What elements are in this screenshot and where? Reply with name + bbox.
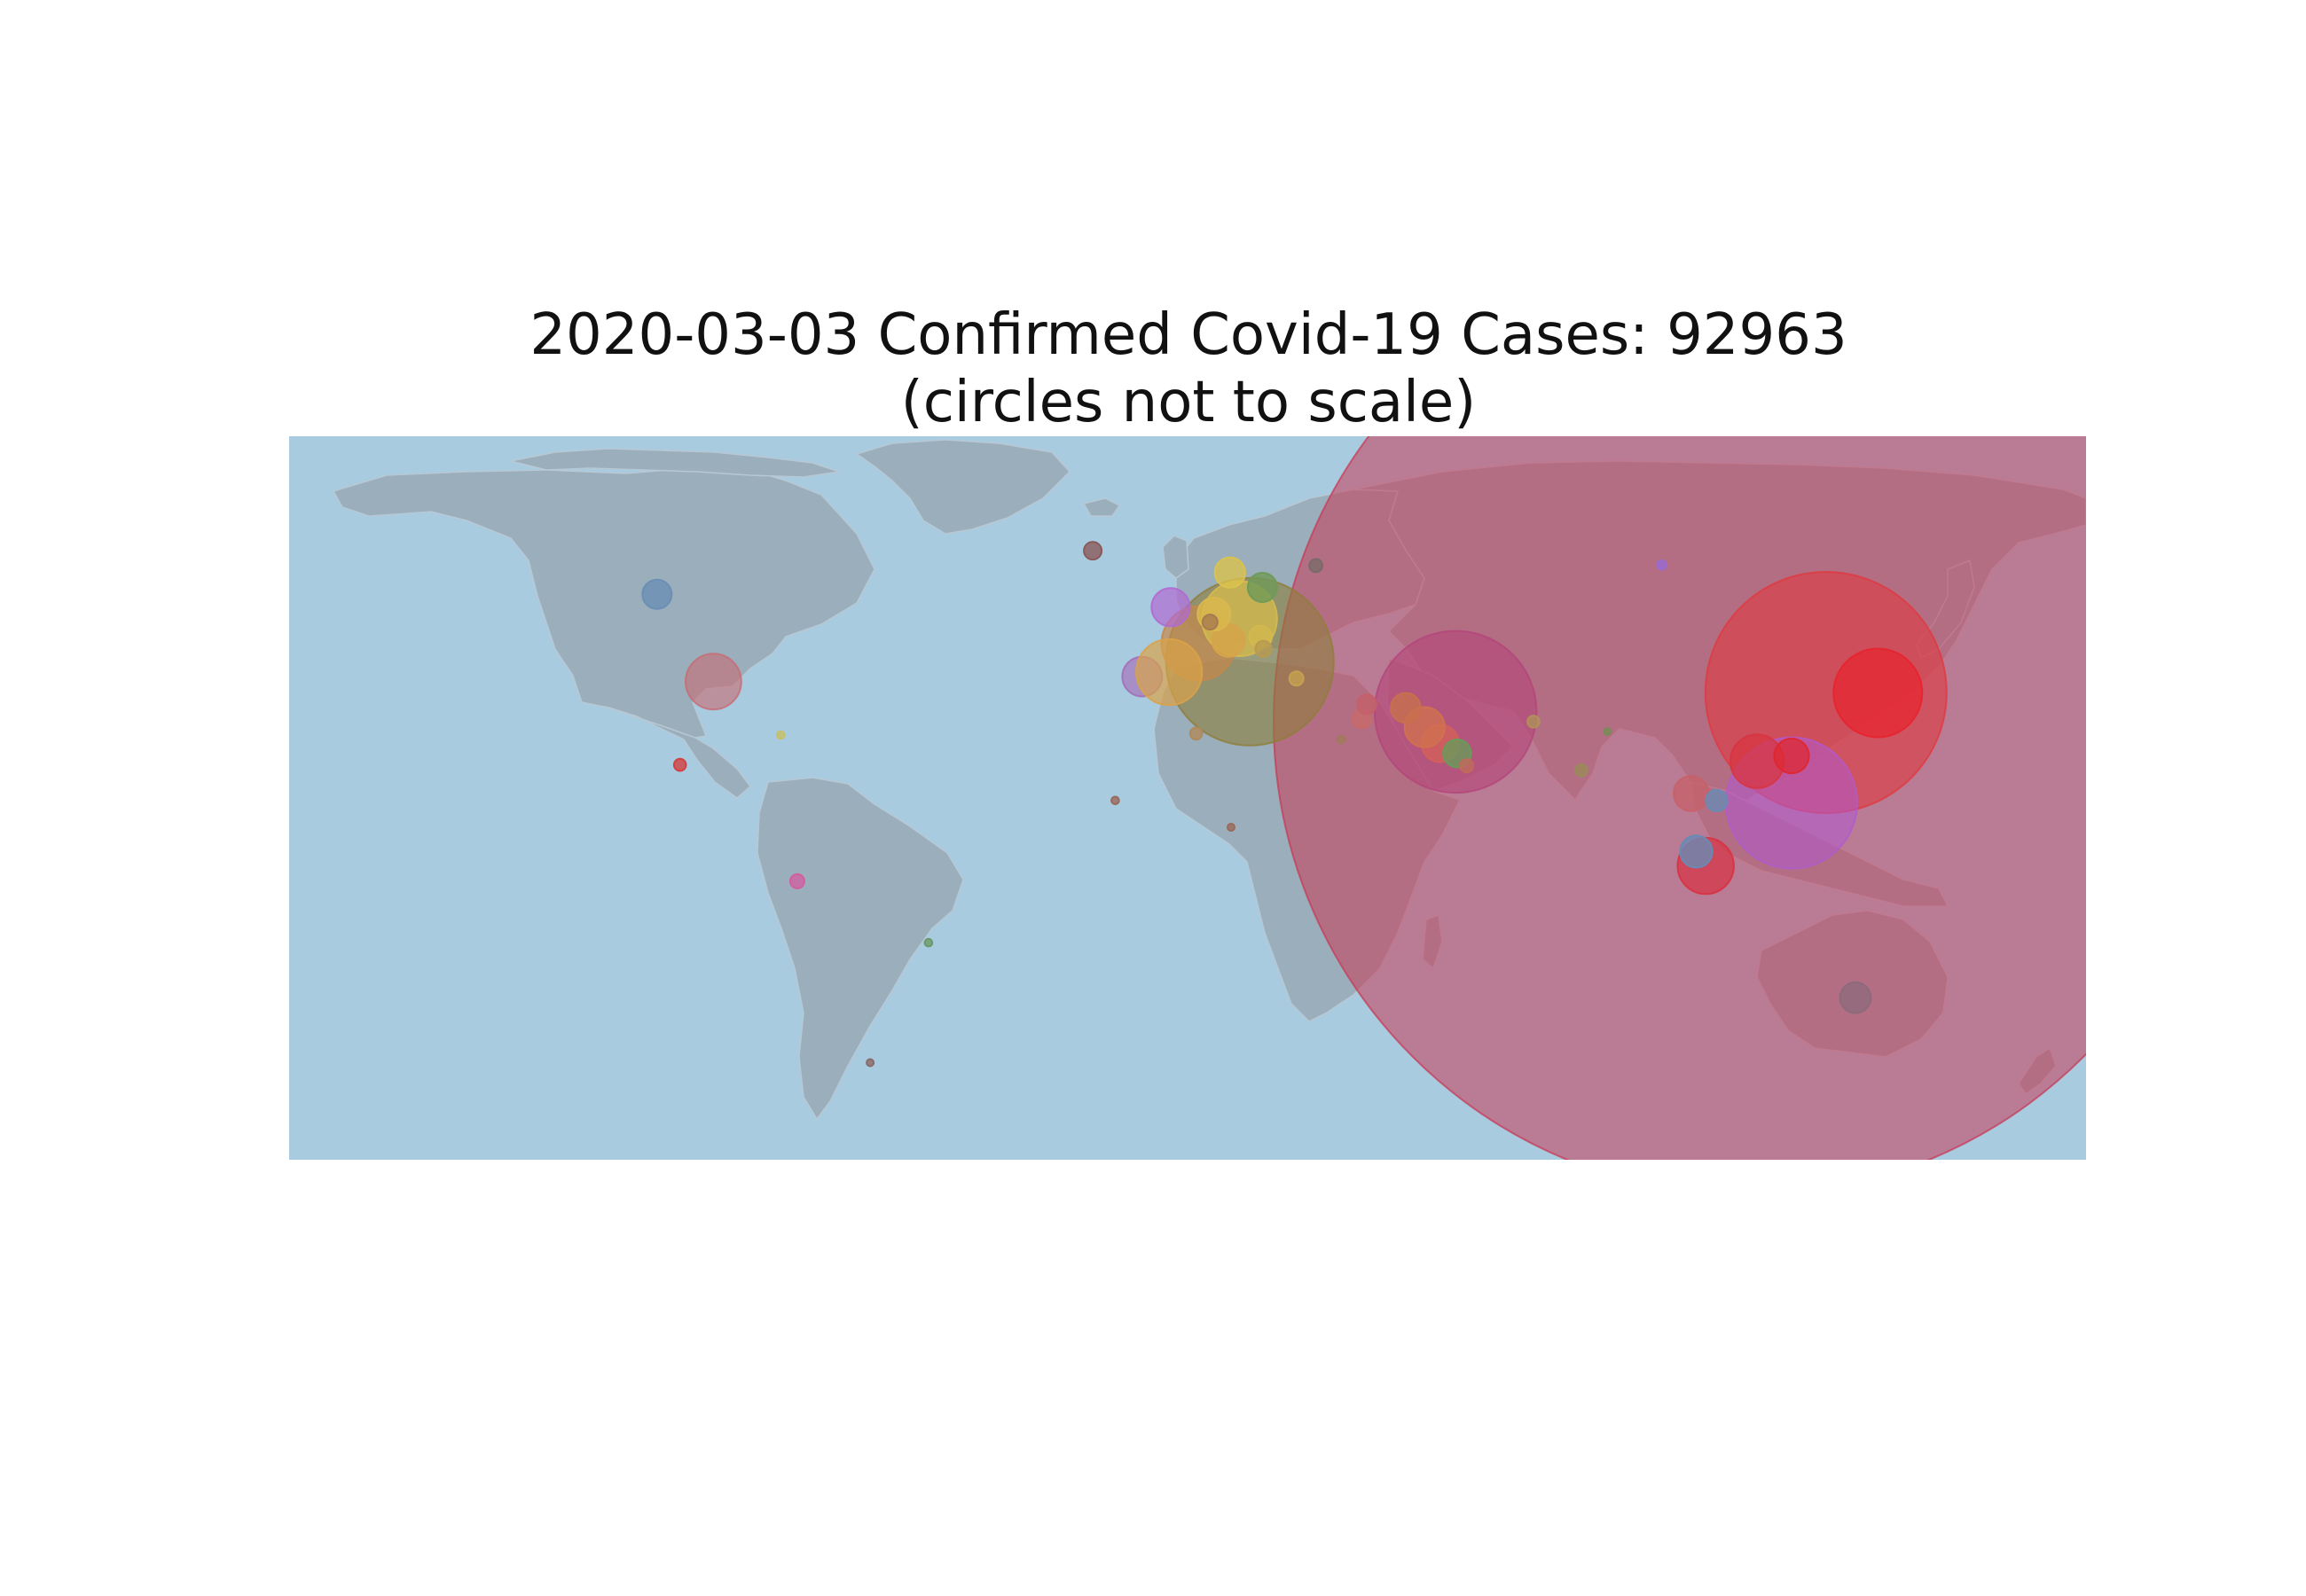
- bubble-belgium: [1201, 614, 1219, 631]
- land-uk: [1162, 535, 1189, 579]
- bubble-norway: [1213, 556, 1246, 589]
- land-iceland: [1082, 497, 1121, 517]
- bubble-lebanon: [1356, 693, 1377, 716]
- bubble-india: [1574, 763, 1588, 778]
- world-map: [289, 436, 2086, 1160]
- bubble-canada: [641, 578, 673, 610]
- title-line-1: 2020-03-03 Confirmed Covid-19 Cases: 929…: [529, 302, 1847, 368]
- bubble-iraq: [1390, 692, 1422, 724]
- bubble-ecuador: [788, 872, 805, 889]
- bubble-thailand: [1673, 775, 1710, 812]
- land-south-america: [757, 777, 964, 1121]
- bubble-senegal: [1110, 795, 1120, 806]
- land-arctic-islands: [510, 448, 840, 478]
- bubble-iran: [1373, 630, 1538, 794]
- bubble-australia: [1839, 981, 1872, 1014]
- bubble-malaysia: [1679, 834, 1714, 869]
- bubble-mexico: [672, 757, 687, 772]
- bubble-japan: [1832, 647, 1924, 739]
- bubble-united-states: [685, 653, 742, 711]
- bubble-nigeria: [1227, 823, 1235, 832]
- bubble-oman: [1459, 758, 1474, 774]
- bubble-egypt: [1337, 734, 1346, 745]
- bubble-vietnam: [1705, 788, 1729, 812]
- bubble-argentina: [866, 1058, 875, 1068]
- bubble-greece: [1288, 670, 1305, 687]
- title-line-2: (circles not to scale): [900, 370, 1477, 435]
- land-greenland: [855, 439, 1071, 535]
- bubble-iceland: [1083, 541, 1103, 561]
- chart-title: 2020-03-03 Confirmed Covid-19 Cases: 929…: [0, 301, 2306, 436]
- map-svg: [289, 436, 2086, 1160]
- bubble-brazil: [923, 937, 934, 948]
- bubble-russia: [1656, 559, 1667, 571]
- bubble-sweden: [1246, 572, 1278, 603]
- land-central-america: [608, 707, 752, 799]
- bubble-nepal: [1603, 727, 1612, 737]
- bubble-united-kingdom: [1150, 587, 1191, 628]
- bubble-croatia: [1254, 639, 1273, 658]
- bubble-algeria: [1188, 726, 1204, 741]
- bubble-finland: [1308, 558, 1323, 574]
- bubble-florida: [776, 730, 786, 740]
- bubble-macau: [1773, 737, 1810, 775]
- bubble-layer: [641, 436, 2086, 1160]
- bubble-pakistan: [1526, 715, 1541, 729]
- bubble-spain: [1135, 638, 1204, 707]
- bubble-switzerland: [1211, 622, 1246, 658]
